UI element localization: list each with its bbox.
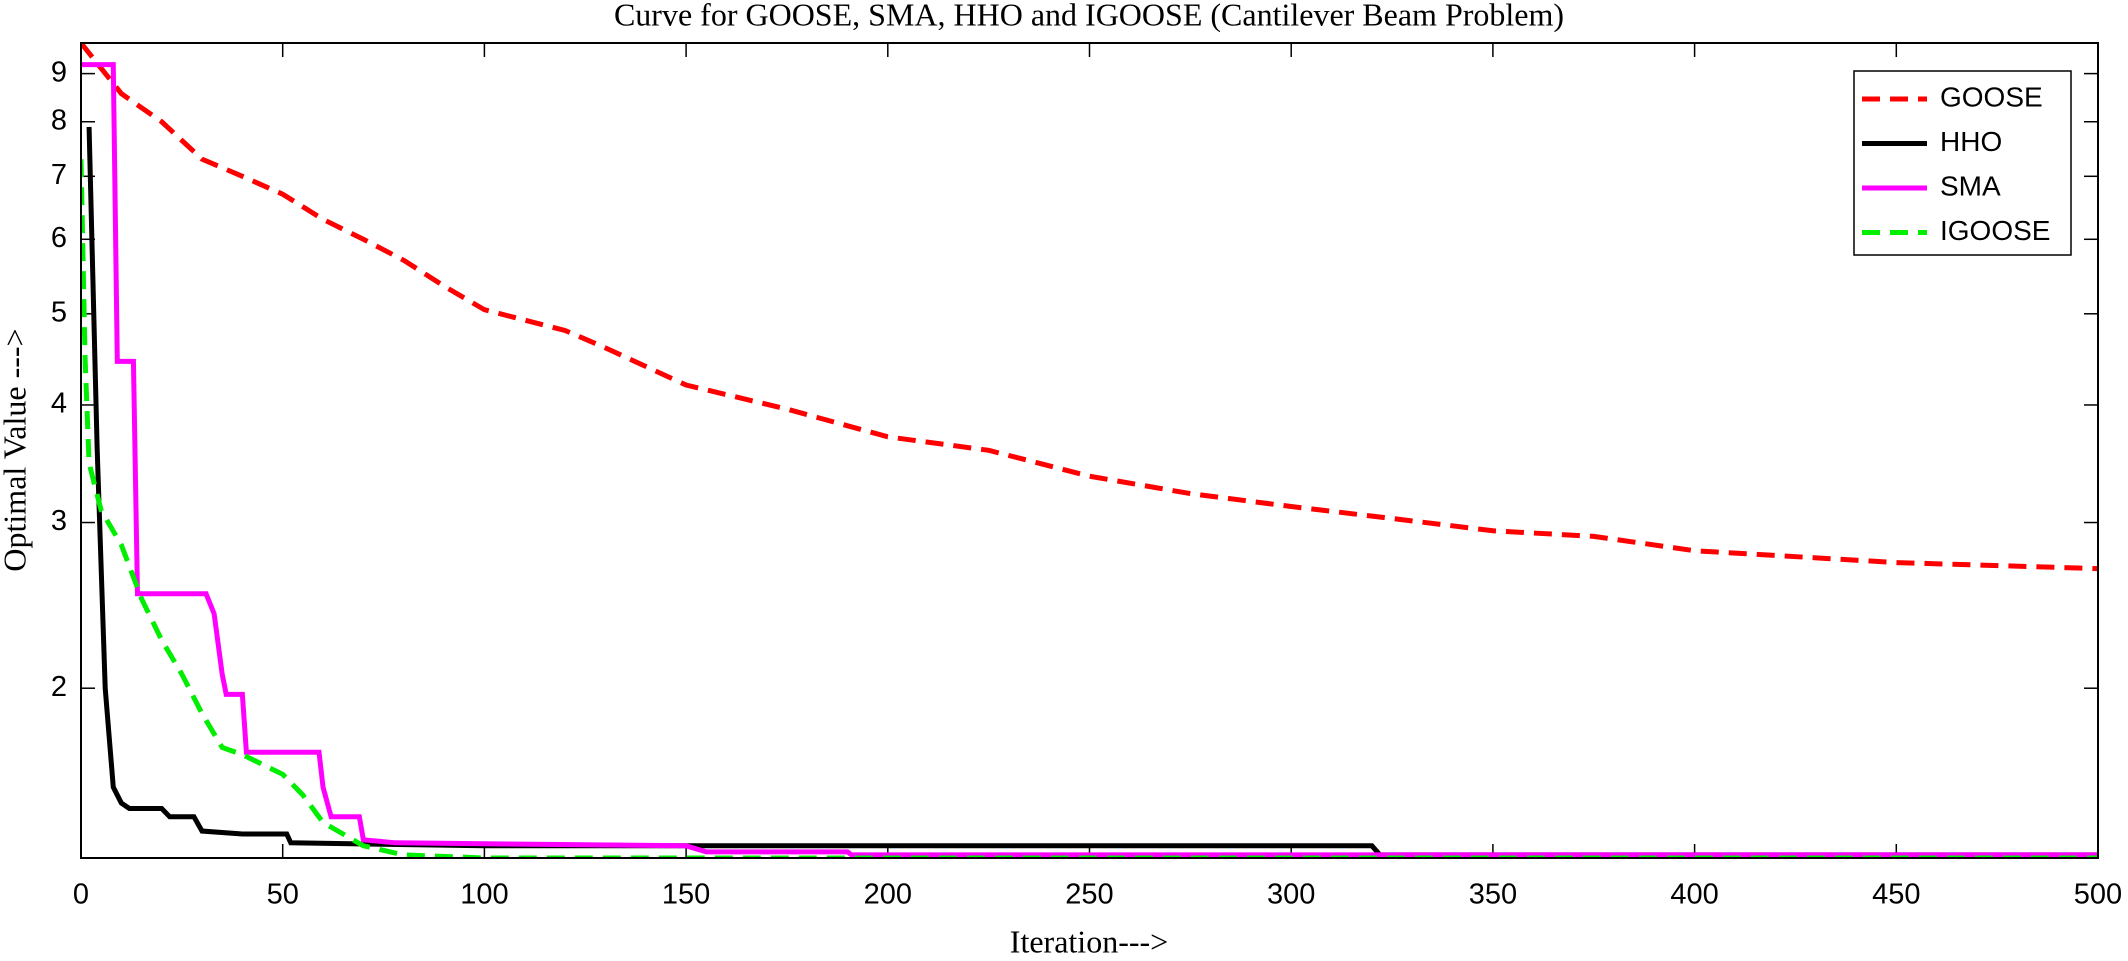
y-tick-label: 3	[51, 505, 67, 537]
series-line	[81, 43, 2098, 572]
x-tick-label: 350	[1469, 879, 1517, 911]
legend-label: SMA	[1940, 170, 2001, 201]
chart-title: Curve for GOOSE, SMA, HHO and IGOOSE (Ca…	[614, 0, 1564, 32]
x-tick-label: 50	[267, 879, 299, 911]
x-tick-label: 0	[73, 879, 89, 911]
x-tick-label: 250	[1065, 879, 1113, 911]
series-line	[81, 62, 2098, 858]
plot-frame	[80, 42, 2099, 859]
x-tick-label: 150	[662, 879, 710, 911]
y-tick-label: 5	[51, 296, 67, 328]
x-tick-label: 450	[1872, 879, 1920, 911]
y-tick-label: 4	[51, 388, 67, 420]
x-tick-label: 300	[1267, 879, 1315, 911]
y-tick-label: 7	[51, 159, 67, 191]
x-axis-label: Iteration--->	[1010, 923, 1168, 959]
x-tick-label: 500	[2074, 879, 2122, 911]
legend-label: HHO	[1940, 126, 2002, 157]
y-tick-label: 8	[51, 104, 67, 136]
series-line	[81, 159, 2098, 858]
y-tick-label: 9	[51, 56, 67, 88]
y-tick-label: 2	[51, 671, 67, 703]
legend-box	[1853, 70, 2072, 256]
x-tick-label: 400	[1670, 879, 1718, 911]
legend-label: IGOOSE	[1940, 215, 2050, 246]
y-axis-label: Optimal Value --->	[0, 328, 32, 571]
x-tick-label: 200	[864, 879, 912, 911]
y-tick-label: 6	[51, 222, 67, 254]
legend-label: GOOSE	[1940, 81, 2043, 112]
series-line	[86, 126, 2098, 858]
x-tick-label: 100	[460, 879, 508, 911]
